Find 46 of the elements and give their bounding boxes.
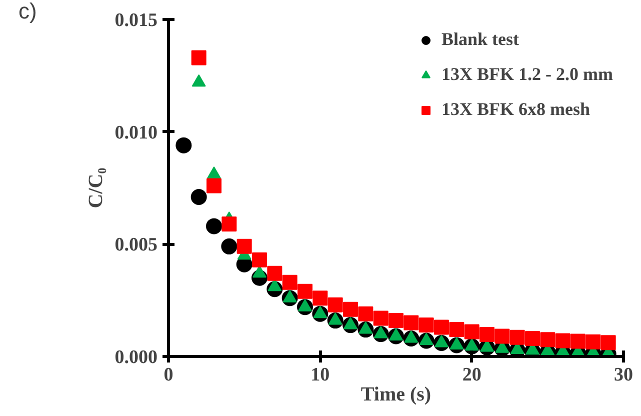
point: [236, 238, 252, 254]
point: [282, 274, 298, 290]
y-tick-label: 0.010: [114, 122, 158, 144]
point: [190, 189, 207, 205]
point: [358, 306, 374, 322]
point: [221, 238, 238, 254]
legend-label: 13X BFK 6x8 mesh: [442, 99, 590, 120]
point: [464, 324, 480, 340]
point: [480, 326, 494, 342]
point: [418, 318, 434, 333]
y-tick-label: 0.005: [114, 234, 158, 256]
point: [328, 297, 343, 312]
text: c): [18, 0, 37, 24]
point: [206, 218, 222, 234]
x-tick-label: 20: [462, 364, 482, 386]
point: [252, 252, 267, 268]
point: [222, 216, 237, 232]
point: [494, 328, 510, 344]
x-tick-label: 0: [164, 364, 174, 386]
point: [267, 266, 282, 281]
legend-label: 13X BFK 1.2 - 2.0 mm: [442, 64, 613, 85]
legend-label: Blank test: [442, 29, 520, 50]
point: [449, 322, 464, 338]
point: [540, 332, 556, 348]
point: [312, 290, 328, 306]
point: [206, 178, 222, 194]
point: [176, 137, 192, 154]
y-axis-title: C/C₀: [84, 168, 107, 208]
point: [388, 313, 404, 328]
y-tick-label: 0.015: [114, 10, 158, 31]
x-tick-label: 30: [614, 364, 633, 386]
point: [525, 331, 540, 346]
point: [570, 334, 586, 349]
point: [191, 50, 206, 66]
point: [434, 320, 449, 335]
point: [373, 310, 388, 326]
x-axis-title: Time (s): [360, 384, 432, 406]
point: [404, 315, 419, 330]
point: [510, 330, 525, 345]
point: [600, 335, 616, 350]
point: [586, 334, 601, 350]
point: [343, 302, 358, 317]
point: [298, 284, 312, 299]
x-tick-label: 10: [310, 364, 330, 386]
point: [555, 333, 570, 348]
y-tick-label: 0.000: [114, 347, 158, 368]
